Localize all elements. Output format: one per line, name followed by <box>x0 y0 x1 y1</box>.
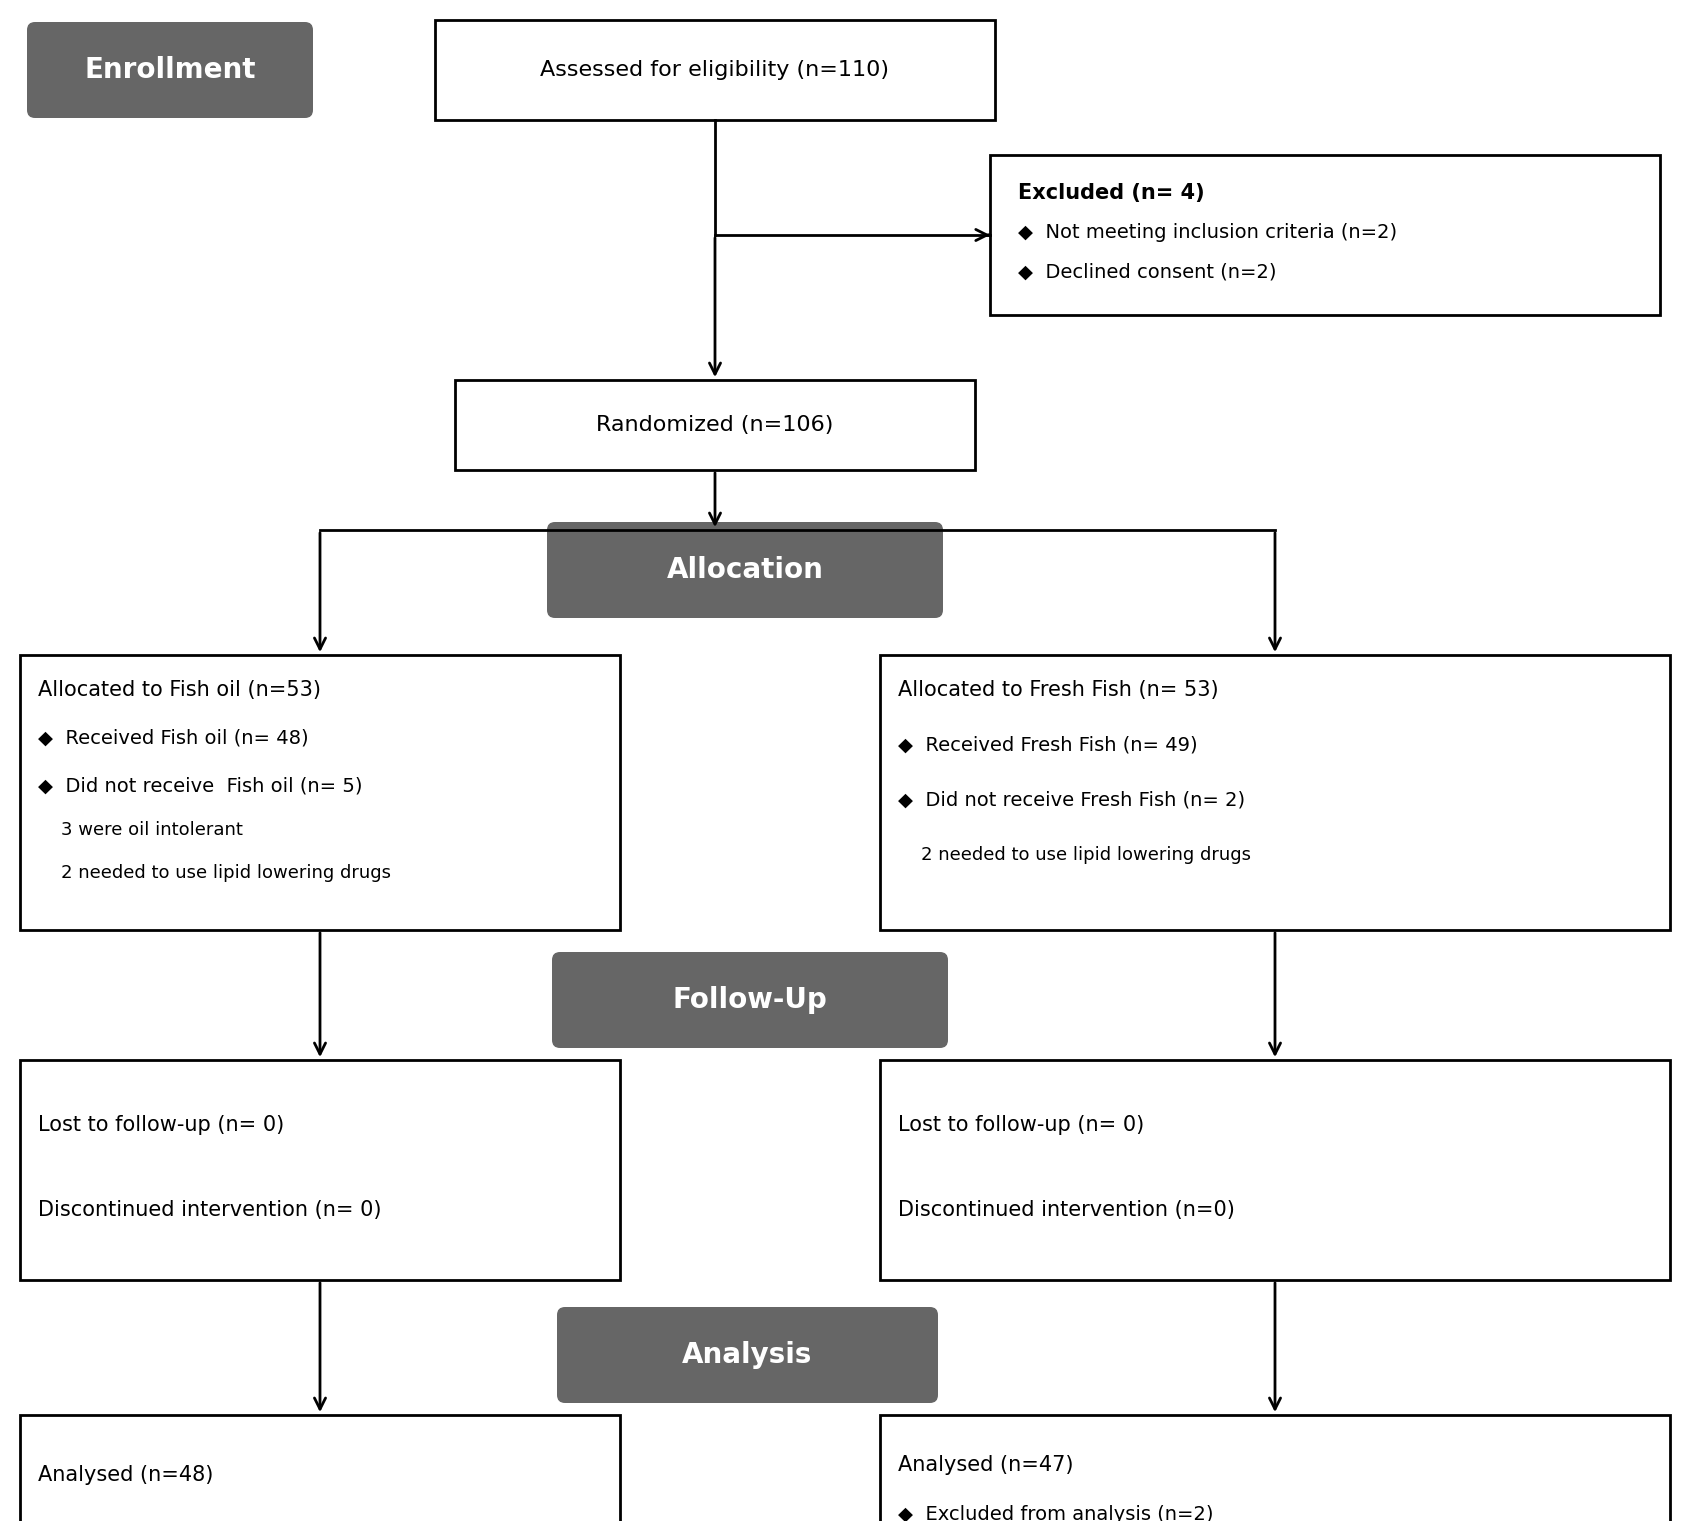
Bar <box>454 380 975 470</box>
FancyBboxPatch shape <box>27 21 313 119</box>
Bar <box>880 656 1670 929</box>
FancyBboxPatch shape <box>557 1307 938 1402</box>
Text: ◆  Received Fresh Fish (n= 49): ◆ Received Fresh Fish (n= 49) <box>899 736 1198 754</box>
Text: 3 were oil intolerant: 3 were oil intolerant <box>37 821 243 840</box>
Bar <box>20 1415 620 1521</box>
Text: Allocated to Fish oil (n=53): Allocated to Fish oil (n=53) <box>37 680 322 700</box>
Text: ◆  Not meeting inclusion criteria (n=2): ◆ Not meeting inclusion criteria (n=2) <box>1018 224 1397 242</box>
Text: Excluded (n= 4): Excluded (n= 4) <box>1018 183 1205 202</box>
Bar <box>880 1415 1670 1521</box>
Bar <box>20 656 620 929</box>
Text: ◆  Did not receive  Fish oil (n= 5): ◆ Did not receive Fish oil (n= 5) <box>37 777 363 795</box>
Text: Enrollment: Enrollment <box>85 56 255 84</box>
FancyBboxPatch shape <box>551 952 948 1048</box>
Text: Randomized (n=106): Randomized (n=106) <box>596 415 834 435</box>
Text: Follow-Up: Follow-Up <box>672 986 827 1015</box>
Text: Discontinued intervention (n=0): Discontinued intervention (n=0) <box>899 1200 1236 1220</box>
Text: Assessed for eligibility (n=110): Assessed for eligibility (n=110) <box>541 59 890 81</box>
Text: Allocated to Fresh Fish (n= 53): Allocated to Fresh Fish (n= 53) <box>899 680 1219 700</box>
Text: Discontinued intervention (n= 0): Discontinued intervention (n= 0) <box>37 1200 381 1220</box>
Bar <box>880 1060 1670 1281</box>
Text: 2 needed to use lipid lowering drugs: 2 needed to use lipid lowering drugs <box>899 846 1251 864</box>
Text: Lost to follow-up (n= 0): Lost to follow-up (n= 0) <box>37 1115 284 1135</box>
Bar <box>20 1060 620 1281</box>
Bar <box>991 155 1659 315</box>
FancyBboxPatch shape <box>546 522 943 618</box>
Text: 2 needed to use lipid lowering drugs: 2 needed to use lipid lowering drugs <box>37 864 391 882</box>
Text: Analysed (n=47): Analysed (n=47) <box>899 1456 1074 1475</box>
Text: Analysed (n=48): Analysed (n=48) <box>37 1465 213 1484</box>
Text: Lost to follow-up (n= 0): Lost to follow-up (n= 0) <box>899 1115 1144 1135</box>
Text: ◆  Excluded from analysis (n=2): ◆ Excluded from analysis (n=2) <box>899 1506 1214 1521</box>
Text: Allocation: Allocation <box>667 557 824 584</box>
Text: ◆  Received Fish oil (n= 48): ◆ Received Fish oil (n= 48) <box>37 729 308 747</box>
Text: ◆  Did not receive Fresh Fish (n= 2): ◆ Did not receive Fresh Fish (n= 2) <box>899 791 1246 809</box>
Text: ◆  Declined consent (n=2): ◆ Declined consent (n=2) <box>1018 263 1276 281</box>
Text: Analysis: Analysis <box>683 1342 812 1369</box>
Bar <box>436 20 996 120</box>
